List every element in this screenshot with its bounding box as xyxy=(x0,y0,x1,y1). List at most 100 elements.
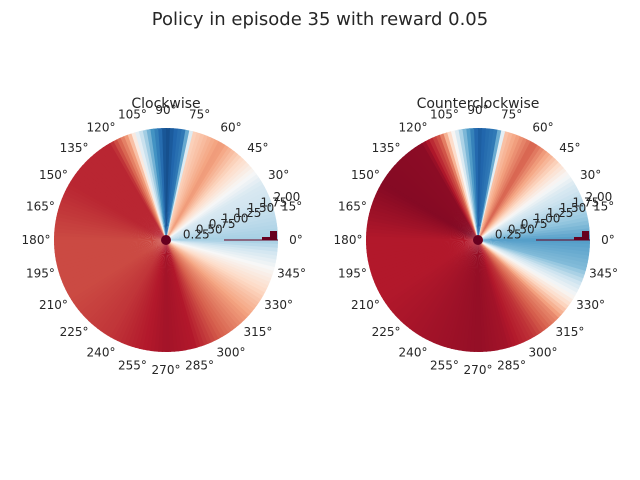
heatmap-wedge xyxy=(478,240,586,275)
heatmap-wedge xyxy=(166,155,244,240)
radial-tick-label: 0.75 xyxy=(521,217,548,231)
heatmap-wedge xyxy=(478,240,588,268)
heatmap-wedge xyxy=(478,128,486,240)
heatmap-wedge xyxy=(68,180,166,240)
heatmap-wedge xyxy=(166,144,229,240)
heatmap-wedge xyxy=(166,240,278,252)
heatmap-wedges xyxy=(366,128,590,352)
heatmap-wedge xyxy=(478,153,553,240)
heatmap-wedge xyxy=(478,240,580,293)
heatmap-wedge xyxy=(166,240,278,248)
figure-title: Policy in episode 35 with reward 0.05 xyxy=(152,9,488,30)
heatmap-wedge xyxy=(454,240,478,351)
agent-marker xyxy=(473,231,590,245)
heatmap-wedge xyxy=(69,240,166,301)
heatmap-wedge xyxy=(412,240,478,334)
heatmap-wedge xyxy=(166,240,262,303)
heatmap-wedge xyxy=(366,232,478,240)
heatmap-wedge xyxy=(375,190,478,240)
heatmap-wedge xyxy=(383,240,478,304)
heatmap-wedge xyxy=(85,240,166,322)
heatmap-wedge xyxy=(80,240,166,316)
heatmap-wedge xyxy=(166,164,252,240)
center-dot xyxy=(473,235,483,245)
angle-tick-label: 285° xyxy=(497,359,526,373)
angle-tick-label: 240° xyxy=(87,346,116,360)
angle-tick-label: 270° xyxy=(464,363,493,377)
heatmap-wedge xyxy=(166,128,186,240)
radial-tick-label: 1.25 xyxy=(235,206,262,220)
heatmap-wedge xyxy=(166,240,253,315)
radial-tick-label: 0.75 xyxy=(209,217,236,231)
heatmap-wedge xyxy=(478,137,528,240)
heatmap-wedge xyxy=(166,173,259,240)
heatmap-wedge xyxy=(166,240,248,321)
heatmap-wedge xyxy=(79,165,166,240)
heatmap-wedge xyxy=(366,224,478,240)
radial-tick-label: 1.25 xyxy=(547,206,574,220)
heatmap-wedge xyxy=(478,129,502,240)
angle-tick-label: 120° xyxy=(87,120,116,134)
radial-tick-label: 1.75 xyxy=(573,196,600,210)
heatmap-wedge xyxy=(77,168,166,240)
heatmap-wedge xyxy=(74,171,166,240)
heatmap-wedge xyxy=(392,240,478,316)
heatmap-wedge xyxy=(478,173,571,240)
heatmap-wedge xyxy=(166,179,263,240)
heatmap-wedge xyxy=(166,161,250,240)
heatmap-wedge xyxy=(443,240,478,348)
heatmap-wedge xyxy=(409,240,478,332)
heatmap-wedge xyxy=(150,240,166,352)
heatmap-wedge xyxy=(396,159,478,240)
angle-tick-label: 180° xyxy=(22,233,51,247)
heatmap-wedge xyxy=(436,240,478,346)
angle-tick-label: 225° xyxy=(372,325,401,339)
heatmap-wedge xyxy=(166,240,264,300)
radial-tick-label: 0.50 xyxy=(508,222,535,236)
subplot-title-counterclockwise: Counterclockwise xyxy=(417,96,540,112)
angle-tick-label: 285° xyxy=(185,359,214,373)
heatmap-wedge xyxy=(478,240,583,286)
heatmap-wedge xyxy=(54,228,167,240)
radial-tick-labels: 0.250.500.751.001.251.501.752.00 xyxy=(495,190,612,242)
heatmap-wedge xyxy=(82,240,166,319)
heatmap-wedge xyxy=(466,240,478,352)
heatmap-wedge xyxy=(166,240,277,264)
angle-tick-label: 165° xyxy=(26,199,55,213)
angle-tick-label: 30° xyxy=(268,168,289,182)
radial-tick-label: 1.00 xyxy=(534,212,561,226)
heatmap-wedge xyxy=(478,240,548,331)
heatmap-wedge xyxy=(100,240,166,334)
heatmap-wedge xyxy=(97,240,166,332)
heatmap-wedge xyxy=(366,236,478,242)
heatmap-wedge xyxy=(478,144,541,240)
heatmap-wedge xyxy=(474,240,480,352)
angle-tick-label: 195° xyxy=(26,267,55,281)
angle-tick-label: 345° xyxy=(589,267,618,281)
radial-tick-label: 0.50 xyxy=(196,222,223,236)
angle-tick-label: 150° xyxy=(351,168,380,182)
angle-tick-label: 210° xyxy=(39,298,68,312)
heatmap-wedge xyxy=(397,240,478,322)
heatmap-wedge xyxy=(368,212,478,240)
heatmap-wedge xyxy=(166,240,266,296)
heatmap-wedge xyxy=(166,240,233,333)
heatmap-wedge xyxy=(110,240,166,340)
heatmap-wedge xyxy=(387,240,478,310)
angle-tick-labels: 0° 15° 30°45° 60° 75° 90° 105°120° 135° 150° 165°… xyxy=(334,103,619,377)
heatmap-wedge xyxy=(478,158,559,240)
heatmap-wedge xyxy=(166,240,274,275)
center-dot xyxy=(161,235,171,245)
heatmap-wedge xyxy=(478,240,563,318)
heatmap-wedge xyxy=(478,128,494,240)
heatmap-wedge xyxy=(67,240,166,298)
heatmap-wedge xyxy=(389,240,478,313)
heatmap-wedge xyxy=(54,232,166,240)
angle-tick-label: 150° xyxy=(39,168,68,182)
angle-tick-label: 60° xyxy=(220,120,241,134)
heatmap-wedge xyxy=(166,151,238,240)
heatmap-wedge xyxy=(166,240,272,282)
heatmap-wedge xyxy=(73,240,166,307)
angle-tick-label: 270° xyxy=(152,363,181,377)
